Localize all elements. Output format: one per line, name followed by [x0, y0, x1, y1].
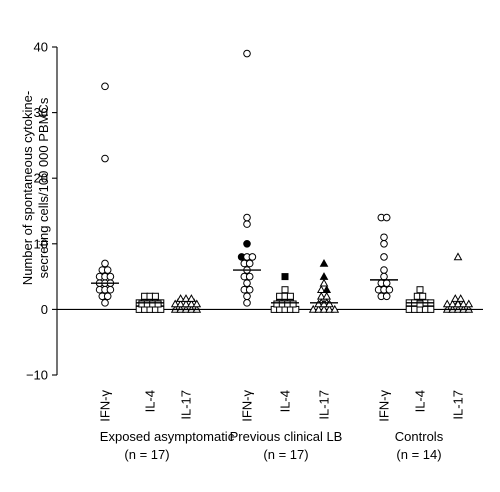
- point-triangle: [325, 299, 334, 308]
- group-label: Controls: [395, 429, 444, 444]
- point-triangle: [319, 272, 329, 280]
- point-circle: [380, 233, 388, 242]
- point-triangle: [170, 299, 180, 308]
- point-square: [281, 273, 289, 281]
- point-circle: [243, 49, 251, 58]
- point-triangle: [319, 258, 329, 267]
- y-tick-label: 30: [34, 105, 48, 120]
- point-triangle: [325, 304, 334, 313]
- point-circle: [243, 299, 251, 307]
- y-tick-label: 20: [34, 171, 48, 186]
- point-square: [286, 292, 294, 300]
- point-triangle: [181, 294, 191, 302]
- point-circle: [382, 292, 391, 301]
- point-square: [289, 300, 297, 308]
- point-triangle: [450, 294, 460, 302]
- point-circle: [103, 292, 112, 301]
- point-triangle: [453, 299, 463, 308]
- category-label: IFN-γ: [240, 390, 255, 422]
- category-label: IFN-γ: [98, 390, 113, 422]
- point-triangle: [181, 299, 191, 308]
- point-square: [419, 292, 427, 300]
- point-square: [416, 300, 424, 308]
- point-triangle: [319, 304, 329, 313]
- point-triangle: [456, 294, 466, 302]
- axes: 40 30 20 10 0 −10: [26, 40, 483, 383]
- data-marks: [91, 49, 474, 313]
- point-circle: [106, 272, 115, 281]
- point-triangle: [322, 291, 332, 300]
- point-triangle: [176, 294, 185, 302]
- point-circle: [243, 279, 251, 287]
- point-circle: [380, 240, 388, 248]
- y-tick-label: 0: [41, 302, 48, 317]
- point-circle: [380, 253, 388, 261]
- category-label: IL-17: [317, 390, 332, 420]
- group-label: Previous clinical LB: [230, 429, 343, 444]
- point-circle: [243, 220, 251, 228]
- point-triangle: [187, 299, 196, 308]
- point-circle: [103, 266, 112, 274]
- group-label: Exposed asymptomatic: [100, 429, 235, 444]
- point-circle: [243, 292, 251, 301]
- point-triangle: [322, 285, 332, 294]
- y-tick-label: 40: [34, 40, 48, 55]
- point-triangle: [319, 299, 329, 308]
- point-circle: [382, 213, 391, 222]
- category-label: IL-17: [451, 390, 466, 420]
- y-axis-label-line-1: Number of spontaneous cytokine-: [20, 91, 35, 285]
- point-triangle: [448, 299, 457, 308]
- point-triangle: [330, 304, 340, 313]
- point-triangle: [187, 294, 196, 302]
- point-square: [281, 286, 289, 294]
- point-circle: [382, 279, 391, 287]
- point-square: [427, 305, 435, 313]
- y-tick-label: 10: [34, 236, 48, 251]
- point-circle: [106, 285, 115, 294]
- category-label: IL-4: [143, 390, 158, 412]
- point-circle: [380, 272, 388, 281]
- point-circle: [245, 259, 254, 268]
- point-circle: [101, 299, 109, 307]
- point-square: [416, 286, 424, 294]
- category-label: IFN-γ: [377, 390, 392, 422]
- point-triangle: [176, 299, 185, 308]
- category-label: IL-4: [278, 390, 293, 412]
- point-triangle: [442, 299, 452, 308]
- y-axis-label-line-2: secreting cells/100 000 PBMCs: [36, 97, 51, 278]
- point-circle: [380, 266, 388, 274]
- point-triangle: [459, 299, 468, 308]
- point-circle: [245, 272, 254, 281]
- category-label: IL-4: [413, 390, 428, 412]
- y-tick-label: −10: [26, 368, 48, 383]
- point-triangle: [314, 299, 323, 308]
- point-triangle: [464, 299, 474, 308]
- point-square: [154, 300, 162, 308]
- y-axis-label: Number of spontaneous cytokine- secretin…: [20, 91, 51, 285]
- point-triangle: [192, 299, 202, 308]
- point-square: [151, 292, 159, 300]
- point-triangle: [453, 252, 463, 261]
- group-n-label: (n = 14): [396, 447, 441, 462]
- category-label: IL-17: [179, 390, 194, 420]
- point-triangle: [314, 304, 323, 313]
- group-n-label: (n = 17): [263, 447, 308, 462]
- group-n-label: (n = 17): [124, 447, 169, 462]
- point-circle: [248, 253, 257, 261]
- point-circle: [243, 213, 251, 222]
- point-circle: [101, 154, 109, 163]
- point-circle: [385, 285, 394, 294]
- point-circle: [243, 240, 251, 248]
- point-circle: [101, 82, 109, 91]
- category-labels: IFN-γ IL-4 IL-17 Exposed asymptomatic (n = 1…: [98, 390, 466, 462]
- point-circle: [101, 259, 109, 268]
- point-triangle: [319, 278, 329, 287]
- point-triangle: [308, 304, 318, 313]
- point-circle: [245, 285, 254, 294]
